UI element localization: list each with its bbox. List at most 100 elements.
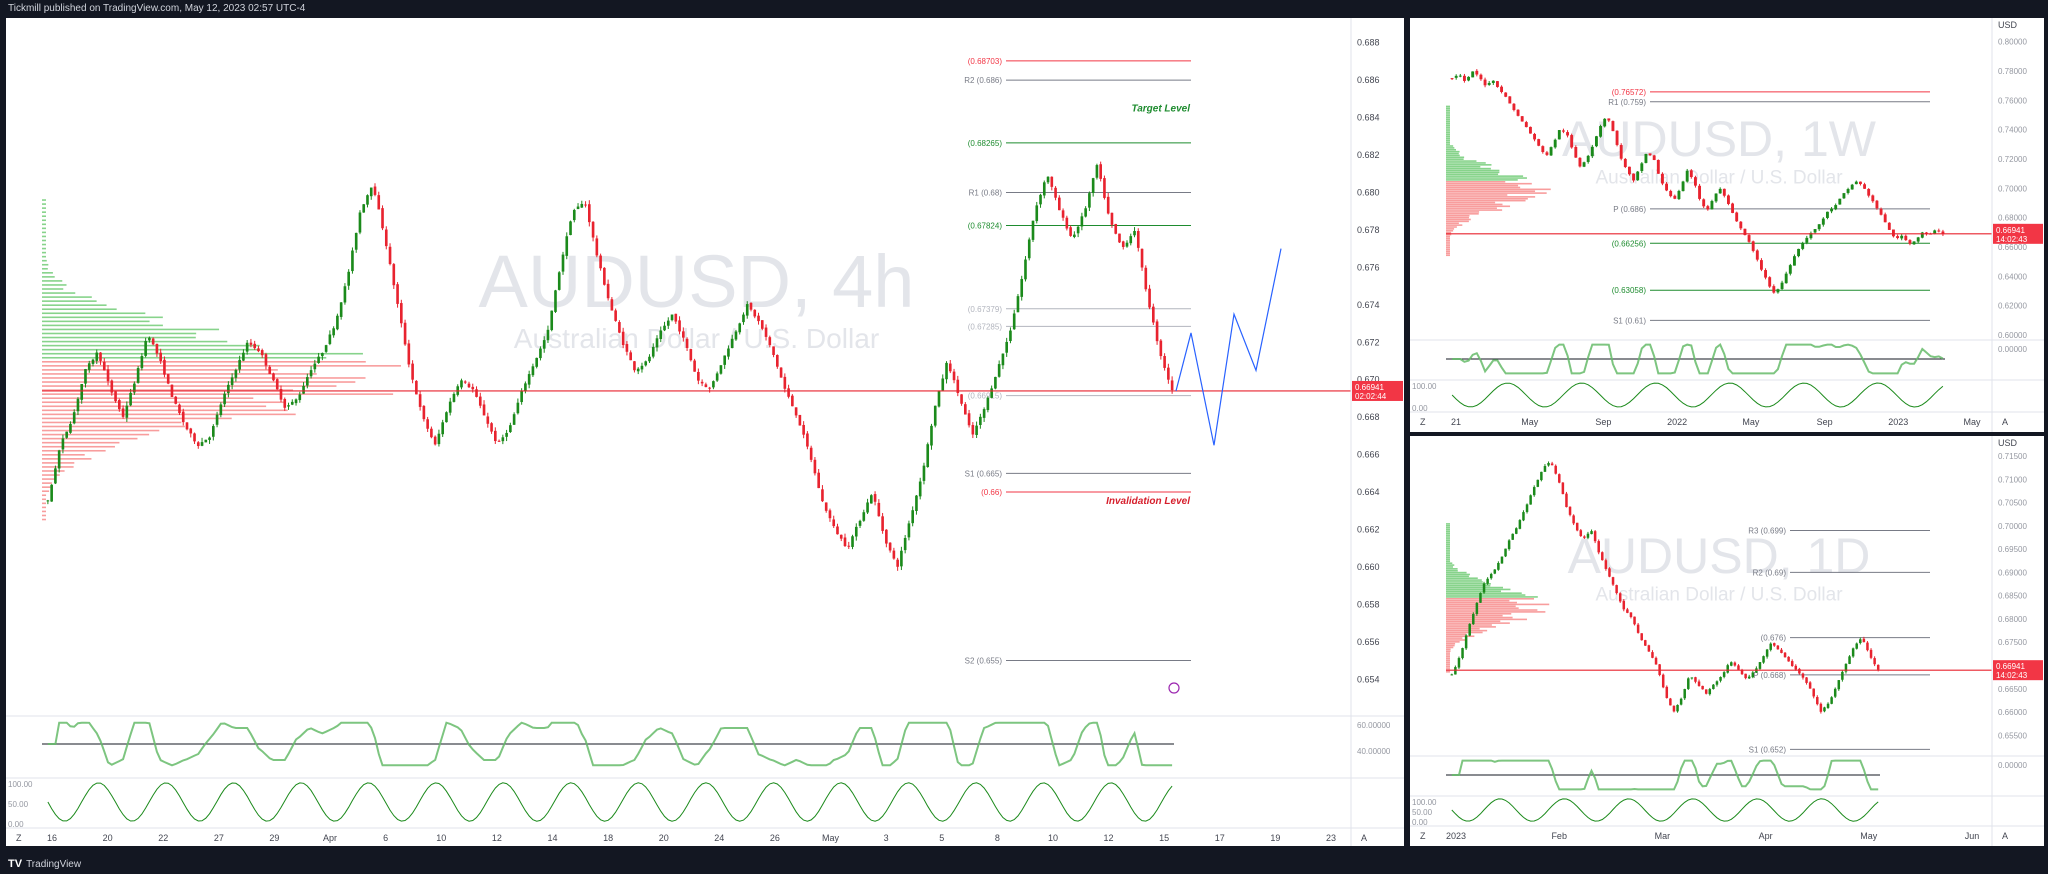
candle-body xyxy=(1762,656,1765,663)
candle-body xyxy=(1722,672,1726,677)
time-tick-label: Mar xyxy=(1655,831,1671,841)
candle-body xyxy=(1458,75,1462,77)
price-tick-label: 0.60000 xyxy=(1998,331,2027,340)
volume-profile-bar xyxy=(1446,194,1508,196)
daily-chart-panel[interactable]: AUDUSD, 1D Australian Dollar / U.S. Dolla… xyxy=(1410,436,2044,846)
volume-profile-bar xyxy=(1446,141,1450,144)
candle-body xyxy=(1801,673,1805,678)
candle-body xyxy=(997,364,1001,377)
volume-profile-bar xyxy=(42,247,46,250)
candle-body xyxy=(813,459,817,474)
candle-body xyxy=(1755,250,1759,260)
candle-body xyxy=(1916,237,1920,242)
candle-body xyxy=(1524,122,1528,128)
volume-profile-bar xyxy=(1446,639,1466,641)
zoom-z-button[interactable]: Z xyxy=(16,833,22,843)
candle-body xyxy=(1896,236,1900,239)
candle-body xyxy=(858,520,862,526)
candle-body xyxy=(1073,234,1076,237)
price-tick-label: 0.74000 xyxy=(1998,126,2027,135)
zoom-z-button[interactable]: Z xyxy=(1420,417,1426,427)
candle-body xyxy=(264,354,268,366)
auto-scale-a-button[interactable]: A xyxy=(2002,831,2008,841)
volume-profile-bar xyxy=(1446,160,1477,162)
volume-profile-bar xyxy=(42,470,65,472)
volume-profile-bar xyxy=(1446,646,1454,649)
candle-body xyxy=(550,310,554,331)
candle-body xyxy=(1163,356,1166,368)
auto-scale-a-button[interactable]: A xyxy=(2002,417,2008,427)
lightning-icon[interactable] xyxy=(1168,682,1180,694)
candle-body xyxy=(65,431,68,438)
main-chart-panel[interactable]: AUDUSD, 4h Australian Dollar / U.S. Dolla… xyxy=(6,18,1404,846)
volume-profile-bar xyxy=(42,308,117,311)
candle-body xyxy=(776,355,779,367)
candle-body xyxy=(952,371,956,381)
candle-body xyxy=(1464,635,1468,649)
candle-body xyxy=(46,500,50,502)
candle-body xyxy=(1875,200,1879,209)
auto-scale-a-button[interactable]: A xyxy=(1361,833,1367,843)
volume-profile-bar xyxy=(1446,626,1496,628)
oscillator-tick-label: 0.00000 xyxy=(1998,345,2027,354)
candle-body xyxy=(1566,132,1570,136)
candle-body xyxy=(1623,158,1627,167)
candle-body xyxy=(1450,674,1454,676)
candle-body xyxy=(196,442,200,447)
candle-body xyxy=(268,366,272,374)
candle-body xyxy=(580,203,584,208)
volume-profile-bar xyxy=(1446,213,1479,215)
volume-profile-bar xyxy=(1446,143,1450,145)
candle-body xyxy=(854,526,858,537)
time-tick-label: 24 xyxy=(714,833,724,843)
candle-body xyxy=(1482,583,1486,593)
volume-profile-bar xyxy=(1446,579,1482,581)
time-tick-label: 22 xyxy=(158,833,168,843)
candle-body xyxy=(1088,193,1091,208)
volume-profile-bar xyxy=(1446,222,1459,225)
candle-body xyxy=(1027,239,1031,259)
volume-profile-bar xyxy=(42,284,67,286)
zoom-z-button[interactable]: Z xyxy=(1420,831,1426,841)
candle-body xyxy=(1924,232,1928,234)
candle-body xyxy=(1543,466,1547,472)
candle-body xyxy=(719,365,723,374)
candle-body xyxy=(1454,75,1458,78)
candle-body xyxy=(1472,614,1475,625)
volume-profile-bar xyxy=(42,494,47,497)
candle-body xyxy=(670,314,674,321)
candle-body xyxy=(945,362,948,380)
weekly-chart-panel[interactable]: AUDUSD, 1W Australian Dollar / U.S. Dolla… xyxy=(1410,18,2044,432)
price-tick-label: 0.682 xyxy=(1357,150,1380,160)
price-tick-label: 0.69000 xyxy=(1998,568,2027,577)
candle-body xyxy=(1636,624,1640,633)
candle-body xyxy=(467,383,471,388)
candle-body xyxy=(369,187,373,197)
candle-body xyxy=(1152,306,1155,323)
volume-profile-bar xyxy=(1446,188,1551,191)
candle-body xyxy=(110,380,114,393)
volume-profile-bar xyxy=(42,425,185,428)
volume-profile-bar xyxy=(1446,133,1450,136)
candle-body xyxy=(242,352,245,361)
candle-body xyxy=(975,425,978,435)
candle-body xyxy=(418,394,422,407)
candle-body xyxy=(1740,670,1744,675)
candle-body xyxy=(648,356,651,362)
candle-body xyxy=(388,246,392,264)
candle-body xyxy=(1103,178,1106,198)
volume-profile-bar xyxy=(42,227,46,230)
volume-profile-bar xyxy=(1446,126,1450,128)
tradingview-brand[interactable]: TV TradingView xyxy=(8,858,81,870)
candle-body xyxy=(911,510,914,524)
candle-body xyxy=(1669,698,1672,706)
pivot-level-label: S2 (0.655) xyxy=(965,657,1003,666)
candle-body xyxy=(1065,217,1069,229)
price-tick-label: 0.71500 xyxy=(1998,452,2027,461)
candle-body xyxy=(569,221,572,236)
candle-body xyxy=(509,425,512,433)
candle-body xyxy=(862,512,866,521)
